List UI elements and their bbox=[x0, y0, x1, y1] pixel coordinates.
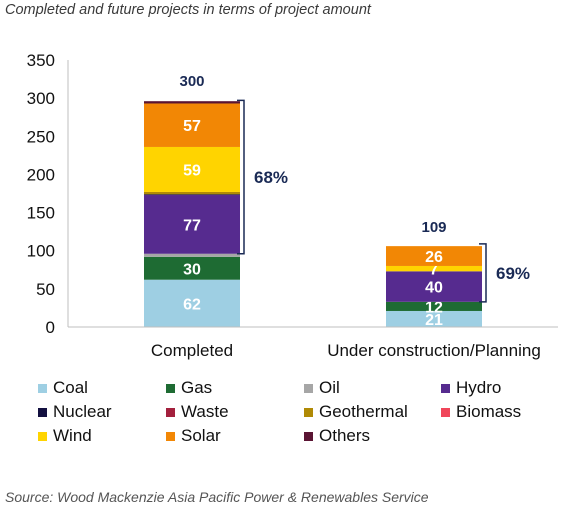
legend-label: Oil bbox=[319, 378, 340, 397]
legend-swatch bbox=[304, 407, 313, 417]
legend-label: Gas bbox=[181, 378, 213, 397]
data-label: 62 bbox=[183, 296, 201, 313]
percentage-label: 68% bbox=[254, 168, 288, 187]
y-tick-label: 200 bbox=[27, 165, 55, 184]
bar-segment bbox=[144, 191, 240, 195]
x-tick-label: Under construction/Planning bbox=[327, 341, 541, 360]
legend-label: Wind bbox=[53, 426, 92, 445]
legend-label: Coal bbox=[53, 378, 88, 397]
legend-label: Biomass bbox=[456, 402, 522, 421]
bar-segment bbox=[386, 246, 482, 266]
chart-title: Completed and future projects in terms o… bbox=[5, 2, 371, 18]
legend-swatch bbox=[441, 383, 450, 393]
y-tick-label: 350 bbox=[27, 51, 55, 70]
bar-segment bbox=[386, 271, 482, 302]
legend-item: Wind bbox=[38, 426, 92, 446]
legend-item: Coal bbox=[38, 378, 88, 398]
percentage-label: 69% bbox=[496, 264, 530, 283]
legend-label: Waste bbox=[181, 402, 229, 421]
legend-swatch bbox=[166, 383, 175, 393]
bracket bbox=[479, 243, 487, 303]
annotations: 68% 69% bbox=[237, 99, 530, 303]
x-tick-label: Completed bbox=[151, 341, 233, 360]
legend-item: Waste bbox=[166, 402, 229, 422]
y-tick-label: 250 bbox=[27, 127, 55, 146]
y-tick-label: 150 bbox=[27, 204, 55, 223]
data-label: 12 bbox=[425, 299, 443, 316]
y-tick-label: 50 bbox=[36, 280, 55, 299]
bar-segment bbox=[144, 195, 240, 254]
data-label: 30 bbox=[183, 261, 201, 278]
legend-label: Geothermal bbox=[319, 402, 408, 421]
legend-item: Hydro bbox=[441, 378, 501, 398]
bar-segment bbox=[144, 146, 240, 192]
bar-segment bbox=[144, 194, 240, 196]
legend-item: Biomass bbox=[441, 402, 521, 422]
bar-segment bbox=[386, 310, 482, 327]
data-label: 26 bbox=[425, 249, 443, 266]
data-label: 59 bbox=[183, 162, 201, 179]
legend-swatch bbox=[38, 407, 47, 417]
data-label: 21 bbox=[425, 312, 443, 329]
legend-label: Others bbox=[319, 426, 371, 445]
y-tick-label: 0 bbox=[46, 318, 55, 337]
data-label: 57 bbox=[183, 118, 201, 135]
legend-item: Solar bbox=[166, 426, 221, 446]
total-label: 300 bbox=[179, 73, 204, 90]
x-axis: Completed Under construction/Planning bbox=[68, 326, 558, 360]
legend-swatch bbox=[166, 431, 175, 441]
bar-segment bbox=[144, 253, 240, 257]
bar-segment bbox=[144, 279, 240, 327]
legend-item: Oil bbox=[304, 378, 340, 398]
data-label: 7 bbox=[430, 262, 439, 279]
legend-swatch bbox=[441, 407, 450, 417]
legend-item: Geothermal bbox=[304, 402, 408, 422]
bar-segment bbox=[386, 265, 482, 272]
source-note: Source: Wood Mackenzie Asia Pacific Powe… bbox=[5, 489, 429, 505]
legend: Coal Gas Oil Hydro Nuclear Waste Geothermal Bio… bbox=[38, 378, 558, 450]
bar-segment bbox=[144, 256, 240, 280]
bar-segment bbox=[144, 101, 240, 104]
y-tick-label: 100 bbox=[27, 242, 55, 261]
legend-swatch bbox=[38, 431, 47, 441]
legend-item: Gas bbox=[166, 378, 212, 398]
legend-label: Solar bbox=[181, 426, 221, 445]
bar-segment bbox=[386, 301, 482, 311]
legend-swatch bbox=[304, 383, 313, 393]
legend-swatch bbox=[38, 383, 47, 393]
legend-item: Others bbox=[304, 426, 370, 446]
y-axis: 0 50 100 150 200 250 300 350 bbox=[27, 51, 69, 337]
legend-item: Nuclear bbox=[38, 402, 112, 422]
data-label: 40 bbox=[425, 280, 443, 297]
total-label: 109 bbox=[421, 219, 446, 236]
bracket bbox=[237, 99, 245, 255]
legend-label: Nuclear bbox=[53, 402, 112, 421]
legend-swatch bbox=[304, 431, 313, 441]
legend-swatch bbox=[166, 407, 175, 417]
data-label: 77 bbox=[183, 217, 201, 234]
y-tick-label: 300 bbox=[27, 89, 55, 108]
bar-segment bbox=[144, 103, 240, 147]
legend-label: Hydro bbox=[456, 378, 502, 397]
